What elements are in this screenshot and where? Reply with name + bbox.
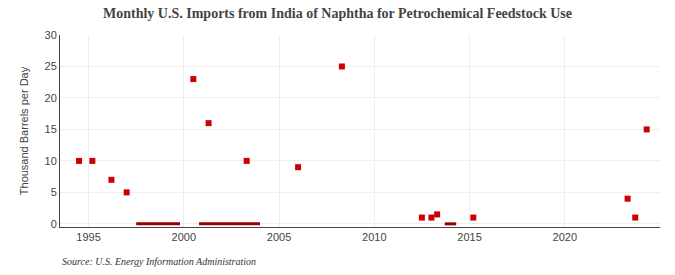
svg-text:25: 25: [45, 60, 57, 72]
svg-text:20: 20: [45, 92, 57, 104]
svg-text:2020: 2020: [553, 231, 577, 243]
svg-text:2000: 2000: [172, 231, 196, 243]
svg-text:0: 0: [51, 218, 57, 230]
svg-text:Source: U.S. Energy Informatio: Source: U.S. Energy Information Administ…: [62, 256, 256, 267]
svg-text:10: 10: [45, 155, 57, 167]
svg-text:30: 30: [45, 29, 57, 41]
svg-text:15: 15: [45, 123, 57, 135]
svg-text:1995: 1995: [76, 231, 100, 243]
svg-text:2005: 2005: [267, 231, 291, 243]
svg-text:2010: 2010: [362, 231, 386, 243]
svg-text:Thousand Barrels per Day: Thousand Barrels per Day: [18, 66, 30, 195]
svg-text:5: 5: [51, 186, 57, 198]
svg-text:Monthly U.S. Imports from Indi: Monthly U.S. Imports from India of Napht…: [103, 6, 572, 21]
svg-text:2015: 2015: [457, 231, 481, 243]
